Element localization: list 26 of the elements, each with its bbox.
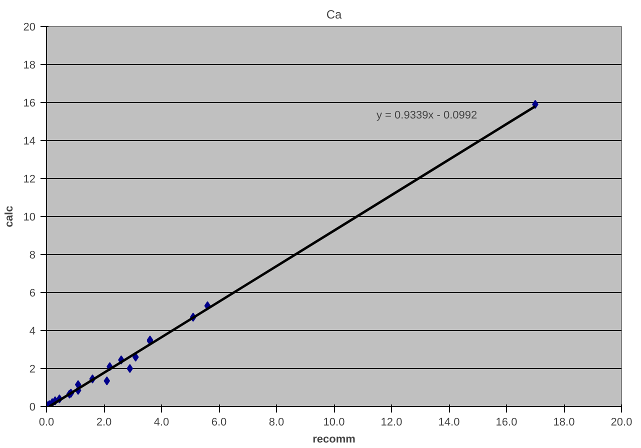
y-axis-title: calc [3, 206, 16, 228]
y-tick-label: 12 [23, 174, 36, 186]
x-tick-label: 18.0 [553, 416, 575, 428]
x-tick-label: 6.0 [211, 416, 227, 428]
annotation: y = 0.9339x - 0.0992 [376, 110, 478, 122]
chart-title: Ca [326, 8, 342, 22]
x-tick-label: 4.0 [154, 416, 170, 428]
y-tick-label: 8 [29, 250, 36, 262]
x-tick-label: 12.0 [380, 416, 402, 428]
y-tick-label: 6 [29, 288, 36, 300]
y-tick-label: 2 [29, 364, 36, 376]
y-tick-label: 14 [23, 136, 36, 148]
x-tick-label: 10.0 [323, 416, 345, 428]
x-tick-label: 16.0 [496, 416, 518, 428]
x-tick-label: 2.0 [96, 416, 112, 428]
y-tick-label: 4 [29, 326, 36, 338]
x-tick-label: 14.0 [438, 416, 460, 428]
x-tick-label: 0.0 [38, 416, 54, 428]
y-tick-label: 16 [23, 98, 36, 110]
y-tick-label: 18 [23, 60, 36, 72]
x-tick-label: 20.0 [610, 416, 632, 428]
y-tick-label: 10 [23, 212, 36, 224]
x-tick-label: 8.0 [268, 416, 284, 428]
y-tick-label: 0 [29, 402, 36, 414]
y-tick-label: 20 [23, 22, 36, 34]
x-axis-title: recomm [312, 434, 356, 446]
